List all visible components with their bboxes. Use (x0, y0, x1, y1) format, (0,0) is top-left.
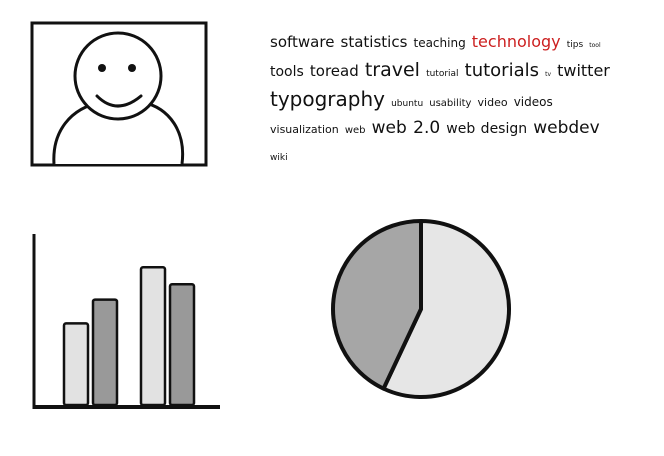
tag-link-web-design[interactable]: web design (446, 121, 528, 137)
tag-link-statistics[interactable]: statistics (340, 33, 408, 51)
avatar-placeholder (30, 21, 208, 167)
tag-link-tutorials[interactable]: tutorials (464, 60, 539, 81)
tag-link-webdev[interactable]: webdev (533, 118, 600, 138)
tag-link-ubuntu[interactable]: ubuntu (391, 99, 424, 109)
tag-link-typography[interactable]: typography (270, 87, 385, 111)
tag-link-tips[interactable]: tips (566, 40, 584, 50)
tag-link-toread[interactable]: toread (309, 62, 359, 80)
bar-2-2 (168, 283, 196, 407)
bar-2-1 (139, 266, 167, 407)
tag-link-visualization[interactable]: visualization (270, 123, 339, 136)
tag-link-videos[interactable]: videos (513, 95, 553, 109)
tag-link-usability[interactable]: usability (429, 98, 472, 109)
avatar-right-eye (128, 64, 136, 72)
tag-cloud: software statistics teaching technology … (270, 30, 610, 170)
avatar-left-eye (98, 64, 106, 72)
tag-link-video[interactable]: video (477, 96, 508, 109)
bar-chart (32, 234, 220, 409)
bar-1-1 (62, 322, 90, 407)
bar-chart-marks (62, 266, 196, 407)
pie-chart-marks (331, 219, 511, 399)
tag-link-web[interactable]: web (344, 125, 366, 136)
tag-link-tutorial[interactable]: tutorial (426, 69, 459, 79)
tag-link-teaching[interactable]: teaching (413, 36, 466, 50)
avatar-smile (95, 94, 143, 108)
tag-link-twitter[interactable]: twitter (557, 61, 610, 80)
pie-slice-2 (331, 219, 423, 391)
bar-1-2 (91, 298, 119, 407)
tag-link-tool[interactable]: tool (589, 42, 601, 49)
tag-link-software[interactable]: software (270, 33, 335, 51)
tag-link-wiki[interactable]: wiki (270, 153, 288, 163)
tag-link-travel[interactable]: travel (364, 59, 420, 81)
pie-chart (331, 219, 511, 399)
pie-slice-1 (381, 219, 511, 399)
tag-link-web-2-0[interactable]: web 2.0 (371, 118, 441, 138)
tag-link-tv[interactable]: tv (545, 71, 551, 78)
tag-link-technology[interactable]: technology (471, 32, 561, 51)
smiley-person-icon (30, 21, 208, 167)
tag-link-tools[interactable]: tools (270, 64, 304, 80)
